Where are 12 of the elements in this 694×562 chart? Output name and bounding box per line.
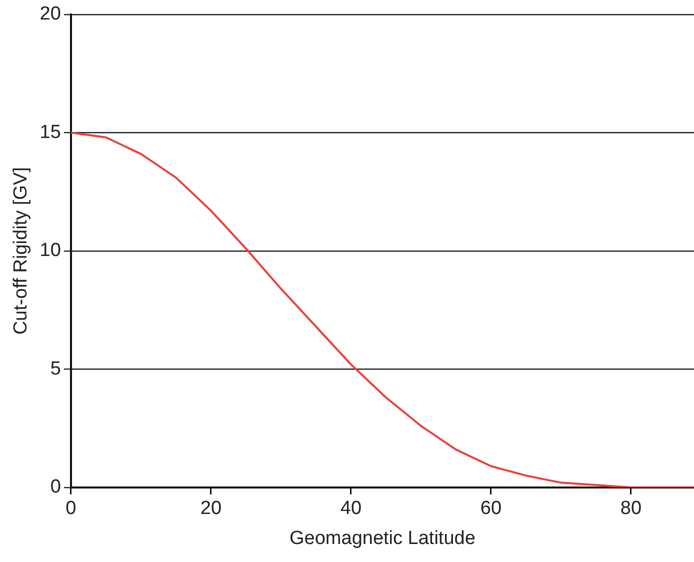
y-tick-label: 5 bbox=[50, 358, 61, 380]
x-axis-title: Geomagnetic Latitude bbox=[290, 528, 476, 549]
y-axis-title: Cut-off Rigidity [GV] bbox=[10, 167, 32, 335]
y-tick-label: 15 bbox=[40, 122, 61, 143]
x-tick-label: 60 bbox=[480, 498, 502, 520]
y-tick-label: 10 bbox=[40, 240, 61, 262]
y-tick-label: 20 bbox=[40, 4, 61, 25]
y-tick-label: 0 bbox=[50, 476, 61, 498]
x-tick-label: 80 bbox=[620, 498, 642, 520]
x-tick-label: 20 bbox=[200, 498, 222, 520]
x-tick-label: 0 bbox=[66, 498, 76, 520]
x-tick-label: 40 bbox=[340, 498, 362, 520]
